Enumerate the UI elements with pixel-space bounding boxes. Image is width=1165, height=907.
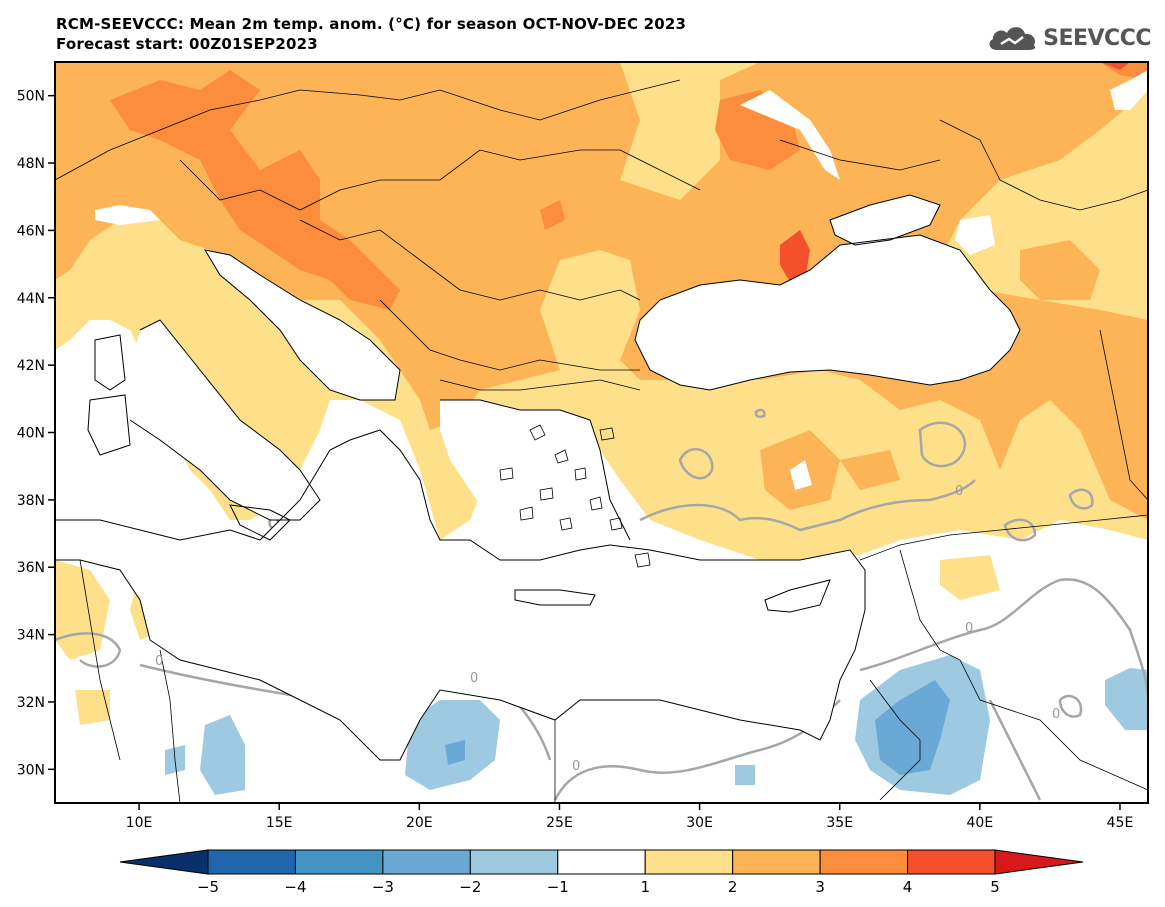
colorbar-bin (469, 849, 559, 875)
anomaly-neg-2-3 (875, 680, 950, 775)
lat-tick-label: 34N (17, 628, 45, 644)
colorbar-label: 1 (640, 878, 650, 896)
colorbar-label: −2 (459, 878, 481, 896)
colorbar-label: 2 (728, 878, 738, 896)
lat-tick-label: 38N (17, 493, 45, 509)
black-sea (635, 235, 1020, 390)
colorbar-bin (557, 849, 646, 875)
colorbar-label: −5 (197, 878, 219, 896)
lon-tick-label: 20E (406, 815, 433, 831)
map-title: RCM-SEEVCCC: Mean 2m temp. anom. (°C) fo… (56, 14, 686, 54)
aegean-sea (440, 400, 630, 545)
lat-tick-label: 36N (17, 560, 45, 576)
logo-text: SEEVCCC (1043, 25, 1151, 51)
colorbar-bin (907, 849, 996, 875)
anomaly-2-3 (55, 62, 1148, 520)
seevccc-logo: SEEVCCC (985, 18, 1151, 58)
colorbar-bin (207, 849, 296, 875)
contour-label: 0 (572, 759, 580, 774)
colorbar-label: 3 (815, 878, 825, 896)
tyrrhenian-sea (130, 320, 320, 520)
contour-label: 0 (470, 671, 478, 686)
lat-tick-label: 32N (17, 695, 45, 711)
colorbar: −5 −4 −3 −2 −1 1 2 3 4 5 (119, 849, 1084, 896)
latitude-axis: 30N 32N 34N 36N 38N 40N 42N 44N 46N 48N 50N (17, 89, 55, 778)
mediterranean-sea (55, 430, 865, 760)
sea-mask (55, 195, 1020, 760)
lat-tick-label: 40N (17, 426, 45, 442)
lon-tick-label: 40E (967, 815, 994, 831)
lat-tick-label: 44N (17, 291, 45, 307)
lat-tick-label: 42N (17, 358, 45, 374)
lat-tick-label: 30N (17, 762, 45, 778)
colorbar-bin (644, 849, 734, 875)
colorbar-label: −4 (284, 878, 306, 896)
title-line-2: Forecast start: 00Z01SEP2023 (56, 35, 318, 53)
anomaly-4-5 (780, 230, 810, 282)
contour-label: 0 (155, 654, 163, 669)
colorbar-label: −3 (372, 878, 394, 896)
colorbar-label: 5 (990, 878, 1000, 896)
colorbar-bin-high (994, 849, 1084, 875)
cloud-icon (989, 27, 1036, 50)
lon-tick-label: 45E (1107, 815, 1134, 831)
colorbar-bin (382, 849, 471, 875)
country-borders (55, 79, 1148, 803)
contour-label: 0 (965, 621, 973, 636)
title-line-1: RCM-SEEVCCC: Mean 2m temp. anom. (°C) fo… (56, 15, 687, 33)
map-panel: 0 0 0 0 0 0 (55, 62, 1148, 803)
colorbar-bin (732, 849, 821, 875)
adriatic-sea (205, 250, 400, 400)
colorbar-label: −1 (547, 878, 569, 896)
longitude-axis: 10E 15E 20E 25E 30E 35E 40E 45E (126, 803, 1134, 831)
contour-label: 0 (1052, 707, 1060, 722)
colorbar-bin (819, 849, 909, 875)
colorbar-bin-low (119, 849, 209, 875)
colorbar-bin (294, 849, 384, 875)
contour-labels: 0 0 0 0 0 0 (155, 484, 1060, 774)
lat-tick-label: 46N (17, 223, 45, 239)
lon-tick-label: 10E (126, 815, 153, 831)
azov-sea (830, 195, 940, 245)
lon-tick-label: 35E (826, 815, 853, 831)
colorbar-label: 4 (903, 878, 913, 896)
aegean-islands (499, 424, 651, 568)
lon-tick-label: 15E (266, 815, 293, 831)
lon-tick-label: 30E (686, 815, 713, 831)
anomaly-3-4 (110, 70, 400, 310)
coastlines (55, 194, 1021, 761)
lon-tick-label: 25E (546, 815, 573, 831)
contour-label: 0 (955, 484, 963, 499)
lat-tick-label: 50N (17, 89, 45, 105)
lat-tick-label: 48N (17, 156, 45, 172)
